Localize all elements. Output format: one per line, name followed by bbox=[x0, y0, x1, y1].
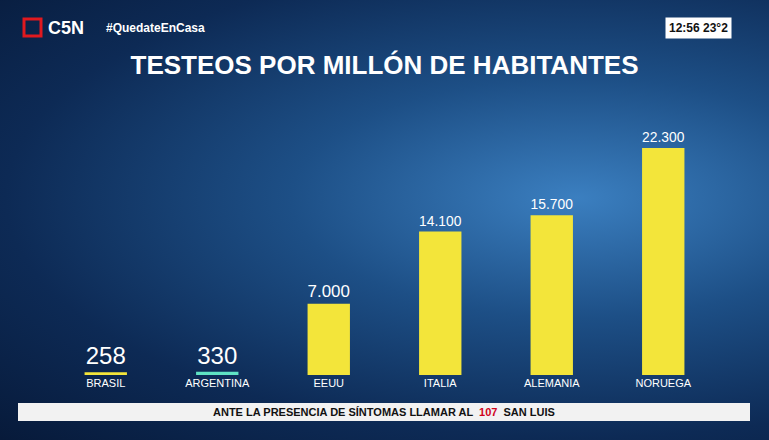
svg-text:#QuedateEnCasa: #QuedateEnCasa bbox=[106, 21, 205, 35]
svg-text:14.100: 14.100 bbox=[419, 213, 462, 229]
svg-text:22.300: 22.300 bbox=[642, 129, 685, 145]
svg-text:12:56 23°2: 12:56 23°2 bbox=[669, 21, 728, 35]
svg-text:330: 330 bbox=[197, 342, 237, 369]
svg-text:NORUEGA: NORUEGA bbox=[635, 377, 691, 389]
svg-text:BRASIL: BRASIL bbox=[86, 377, 125, 389]
svg-text:258: 258 bbox=[86, 342, 126, 369]
svg-text:15.700: 15.700 bbox=[531, 196, 574, 212]
svg-text:C5N: C5N bbox=[48, 18, 84, 38]
svg-text:ANTE LA PRESENCIA DE SÍNTOMAS: ANTE LA PRESENCIA DE SÍNTOMAS LLAMAR AL … bbox=[213, 406, 555, 418]
svg-text:ITALIA: ITALIA bbox=[424, 377, 457, 389]
svg-text:ALEMANIA: ALEMANIA bbox=[524, 377, 580, 389]
svg-text:EEUU: EEUU bbox=[313, 377, 344, 389]
svg-text:ARGENTINA: ARGENTINA bbox=[185, 377, 250, 389]
svg-text:7.000: 7.000 bbox=[308, 282, 350, 301]
svg-text:TESTEOS POR MILLÓN DE HABITANT: TESTEOS POR MILLÓN DE HABITANTES bbox=[131, 50, 639, 80]
